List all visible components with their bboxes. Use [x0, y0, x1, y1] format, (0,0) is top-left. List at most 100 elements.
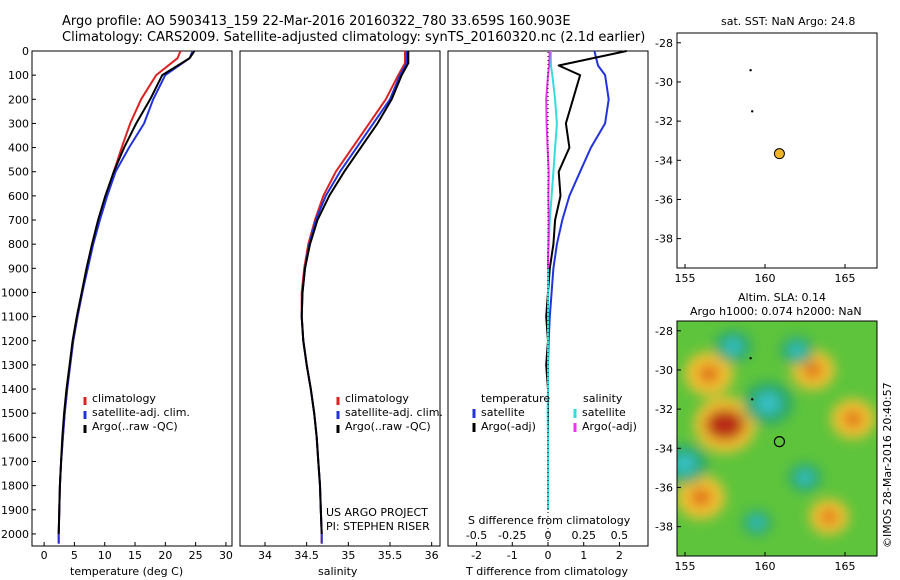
sla-map-title-line-1: Altim. SLA: 0.14	[738, 291, 826, 304]
sla-high-core	[691, 488, 711, 507]
x-tick-label: 165	[835, 560, 856, 573]
temperature-x-label: temperature (deg C)	[70, 565, 183, 578]
y-tick-label: 1000	[1, 286, 29, 299]
sla-map-title-line-2: Argo h1000: 0.074 h2000: NaN	[690, 305, 862, 318]
sla-low-core	[677, 454, 696, 474]
argo-float-marker	[773, 436, 786, 448]
y-tick-label: -36	[655, 193, 673, 206]
track-point	[749, 357, 752, 360]
temperature-profile-panel: 0100200300400500600700800900100011001200…	[1, 45, 233, 578]
x-tick-label: 15	[128, 549, 142, 562]
y-tick-label: -36	[655, 481, 673, 494]
sla-map-panel: Altim. SLA: 0.14 Argo h1000: 0.074 h2000…	[655, 291, 878, 573]
y-tick-label: 300	[8, 117, 29, 130]
series-line	[300, 51, 410, 534]
x-tick-label: 20	[158, 549, 172, 562]
legend-temperature-header: temperature	[481, 392, 550, 405]
x-tick-label: 5	[71, 549, 78, 562]
s-difference-label: S difference from climatology	[468, 514, 631, 527]
x-tick-label: 160	[755, 272, 776, 285]
salinity-x-label: salinity	[318, 565, 358, 578]
y-tick-label: 1100	[1, 311, 29, 324]
x-tick-label: -1	[507, 549, 518, 562]
y-tick-label: -32	[655, 115, 673, 128]
x-tick-label: -2	[471, 549, 482, 562]
y-tick-label: 700	[8, 214, 29, 227]
y-tick-label: -32	[655, 403, 673, 416]
y-tick-label: 0	[22, 45, 29, 58]
sla-map-axes	[676, 320, 878, 557]
y-tick-label: 800	[8, 238, 29, 251]
x-tick-label: 34.5	[294, 549, 319, 562]
legend-sal-argo-label: Argo(-adj)	[582, 420, 637, 433]
y-tick-label: -30	[655, 364, 673, 377]
x-tick-label: 10	[98, 549, 112, 562]
secondary-x-tick-label: 0.5	[611, 529, 629, 542]
difference-legend: temperature salinity satellite Argo(-adj…	[472, 392, 637, 433]
legend-satellite-label: satellite-adj. clim.	[345, 406, 443, 419]
y-tick-label: 1600	[1, 431, 29, 444]
y-tick-label: 1200	[1, 335, 29, 348]
sla-low-core	[724, 338, 742, 355]
sla-low-core	[756, 392, 781, 415]
x-tick-label: 160	[755, 560, 776, 573]
legend-temp-argo-label: Argo(-adj)	[481, 420, 536, 433]
y-tick-label: 500	[8, 166, 29, 179]
sla-high-core	[804, 361, 822, 378]
sla-low-core	[750, 516, 764, 530]
y-tick-label: 1500	[1, 407, 29, 420]
x-tick-label: 34	[258, 549, 272, 562]
secondary-x-tick-label: 0.25	[571, 529, 596, 542]
x-tick-label: 35.5	[378, 549, 403, 562]
legend-argo-label: Argo(..raw -QC)	[92, 420, 178, 433]
salinity-profile-panel: 34 34.5 35 35.5 36 salinity climatology sate…	[239, 50, 443, 578]
x-tick-label: 0	[545, 549, 552, 562]
legend-climatology-label: climatology	[345, 392, 409, 405]
x-tick-label: 155	[675, 560, 696, 573]
sst-map-panel: sat. SST: NaN Argo: 24.8 155 160 165 -28 -30…	[655, 15, 878, 285]
y-tick-label: 1700	[1, 455, 29, 468]
y-tick-label: 200	[8, 93, 29, 106]
y-tick-label: 1900	[1, 504, 29, 517]
legend-climatology-label: climatology	[92, 392, 156, 405]
secondary-x-tick-label: -0.5	[466, 529, 487, 542]
salinity-legend: climatology satellite-adj. clim. Argo(..…	[336, 392, 443, 433]
legend-salinity-header: salinity	[583, 392, 623, 405]
y-tick-label: 100	[8, 69, 29, 82]
sla-heatmap	[677, 321, 877, 556]
y-tick-label: 600	[8, 190, 29, 203]
figure-title-line-2: Climatology: CARS2009. Satellite-adjuste…	[62, 30, 645, 45]
sla-high-core	[820, 509, 838, 525]
y-tick-label: 1800	[1, 480, 29, 493]
x-tick-label: 25	[189, 549, 203, 562]
t-difference-label: T difference from climatology	[465, 565, 628, 578]
sla-high-core	[844, 410, 862, 427]
salinity-axes	[239, 50, 441, 547]
legend-argo-label: Argo(..raw -QC)	[345, 420, 431, 433]
secondary-x-tick-label: 0	[545, 529, 552, 542]
y-tick-label: 1300	[1, 359, 29, 372]
x-tick-label: 30	[219, 549, 233, 562]
project-text: US ARGO PROJECT	[326, 506, 428, 519]
pi-text: PI: STEPHEN RISER	[326, 520, 430, 533]
sla-high-core	[699, 365, 719, 383]
temperature-axes	[31, 50, 233, 547]
y-tick-label: -28	[655, 37, 673, 50]
sla-low-core	[789, 343, 805, 358]
x-tick-label: 165	[835, 272, 856, 285]
legend-sal-satellite-label: satellite	[582, 406, 626, 419]
x-tick-label: 155	[675, 272, 696, 285]
y-tick-label: -34	[655, 442, 673, 455]
y-tick-label: 900	[8, 262, 29, 275]
y-tick-label: -34	[655, 154, 673, 167]
x-tick-label: 35	[341, 549, 355, 562]
y-tick-label: -28	[655, 325, 673, 338]
legend-temp-satellite-label: satellite	[481, 406, 525, 419]
track-point	[751, 398, 754, 401]
y-tick-label: 2000	[1, 528, 29, 541]
sla-low-core	[797, 470, 813, 485]
sla-high-core	[705, 409, 745, 441]
x-tick-label: 1	[580, 549, 587, 562]
figure-title-line-1: Argo profile: AO 5903413_159 22-Mar-2016…	[62, 14, 571, 29]
